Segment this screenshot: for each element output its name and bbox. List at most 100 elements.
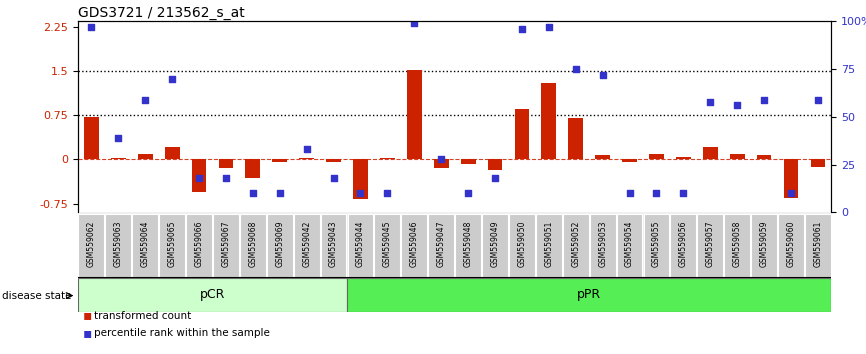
Bar <box>757 155 772 159</box>
FancyBboxPatch shape <box>401 214 427 276</box>
Bar <box>730 154 745 159</box>
Point <box>623 190 637 196</box>
Text: GSM559044: GSM559044 <box>356 221 365 267</box>
Point <box>542 24 556 30</box>
Text: GSM559066: GSM559066 <box>195 221 204 267</box>
Bar <box>245 159 261 178</box>
Bar <box>514 109 529 159</box>
Point <box>488 175 502 181</box>
Point <box>326 175 340 181</box>
Point <box>192 175 206 181</box>
Point <box>407 20 421 26</box>
Text: GSM559058: GSM559058 <box>733 221 741 267</box>
Text: GSM559046: GSM559046 <box>410 221 419 267</box>
Text: GSM559065: GSM559065 <box>168 221 177 267</box>
Bar <box>784 159 798 198</box>
Text: GSM559067: GSM559067 <box>222 221 230 267</box>
Point <box>353 190 367 196</box>
FancyBboxPatch shape <box>697 214 723 276</box>
FancyBboxPatch shape <box>536 214 562 276</box>
Text: percentile rank within the sample: percentile rank within the sample <box>94 329 269 338</box>
Bar <box>703 147 718 159</box>
Point <box>246 190 260 196</box>
Text: GSM559053: GSM559053 <box>598 221 607 267</box>
Bar <box>568 118 583 159</box>
Text: transformed count: transformed count <box>94 311 191 321</box>
Point <box>139 97 152 102</box>
Text: GSM559047: GSM559047 <box>436 221 446 267</box>
Text: ▪: ▪ <box>82 326 92 340</box>
Point <box>676 190 690 196</box>
FancyBboxPatch shape <box>374 214 400 276</box>
FancyBboxPatch shape <box>347 214 373 276</box>
Text: GSM559062: GSM559062 <box>87 221 96 267</box>
FancyBboxPatch shape <box>294 214 320 276</box>
Bar <box>138 154 152 159</box>
Point <box>85 24 99 30</box>
Point <box>273 190 287 196</box>
Text: GSM559052: GSM559052 <box>572 221 580 267</box>
Point <box>650 190 663 196</box>
Bar <box>541 83 556 159</box>
Point <box>596 72 610 78</box>
FancyBboxPatch shape <box>670 214 696 276</box>
Point <box>434 156 448 162</box>
Text: pCR: pCR <box>200 288 225 301</box>
Bar <box>488 159 502 170</box>
Text: GSM559050: GSM559050 <box>517 221 527 267</box>
FancyBboxPatch shape <box>590 214 616 276</box>
Bar <box>811 159 825 166</box>
FancyBboxPatch shape <box>805 214 830 276</box>
Text: GSM559061: GSM559061 <box>813 221 823 267</box>
FancyBboxPatch shape <box>509 214 535 276</box>
Bar <box>300 158 314 159</box>
Text: GSM559059: GSM559059 <box>759 221 769 267</box>
Bar <box>272 159 288 162</box>
Text: pPR: pPR <box>577 288 601 301</box>
Text: ▪: ▪ <box>82 308 92 322</box>
Bar <box>595 155 610 159</box>
Point <box>784 190 798 196</box>
FancyBboxPatch shape <box>79 214 104 276</box>
Text: GSM559049: GSM559049 <box>490 221 500 267</box>
Bar <box>380 158 395 159</box>
Text: GSM559057: GSM559057 <box>706 221 714 267</box>
Point <box>703 99 717 104</box>
Bar <box>326 159 341 162</box>
Point <box>730 103 744 108</box>
Text: GDS3721 / 213562_s_at: GDS3721 / 213562_s_at <box>78 6 245 20</box>
Text: GSM559063: GSM559063 <box>113 221 123 267</box>
FancyBboxPatch shape <box>186 214 212 276</box>
Bar <box>434 159 449 168</box>
Text: GSM559054: GSM559054 <box>625 221 634 267</box>
Text: GSM559048: GSM559048 <box>463 221 473 267</box>
Bar <box>347 278 831 312</box>
Point <box>569 66 583 72</box>
Point <box>515 26 529 32</box>
FancyBboxPatch shape <box>778 214 804 276</box>
Bar <box>111 158 126 159</box>
Bar <box>649 154 664 159</box>
Point <box>300 147 313 152</box>
Text: GSM559042: GSM559042 <box>302 221 311 267</box>
Point <box>165 76 179 81</box>
FancyBboxPatch shape <box>617 214 643 276</box>
FancyBboxPatch shape <box>106 214 132 276</box>
Bar <box>676 156 691 159</box>
Point <box>112 135 126 141</box>
FancyBboxPatch shape <box>320 214 346 276</box>
Point <box>462 190 475 196</box>
Text: GSM559056: GSM559056 <box>679 221 688 267</box>
FancyBboxPatch shape <box>213 214 239 276</box>
Point <box>811 97 824 102</box>
Text: GSM559068: GSM559068 <box>249 221 257 267</box>
Bar <box>78 278 347 312</box>
Text: GSM559043: GSM559043 <box>329 221 338 267</box>
FancyBboxPatch shape <box>751 214 777 276</box>
FancyBboxPatch shape <box>456 214 481 276</box>
FancyBboxPatch shape <box>240 214 266 276</box>
Text: GSM559064: GSM559064 <box>140 221 150 267</box>
Text: disease state: disease state <box>2 291 71 301</box>
Text: GSM559045: GSM559045 <box>383 221 392 267</box>
FancyBboxPatch shape <box>643 214 669 276</box>
